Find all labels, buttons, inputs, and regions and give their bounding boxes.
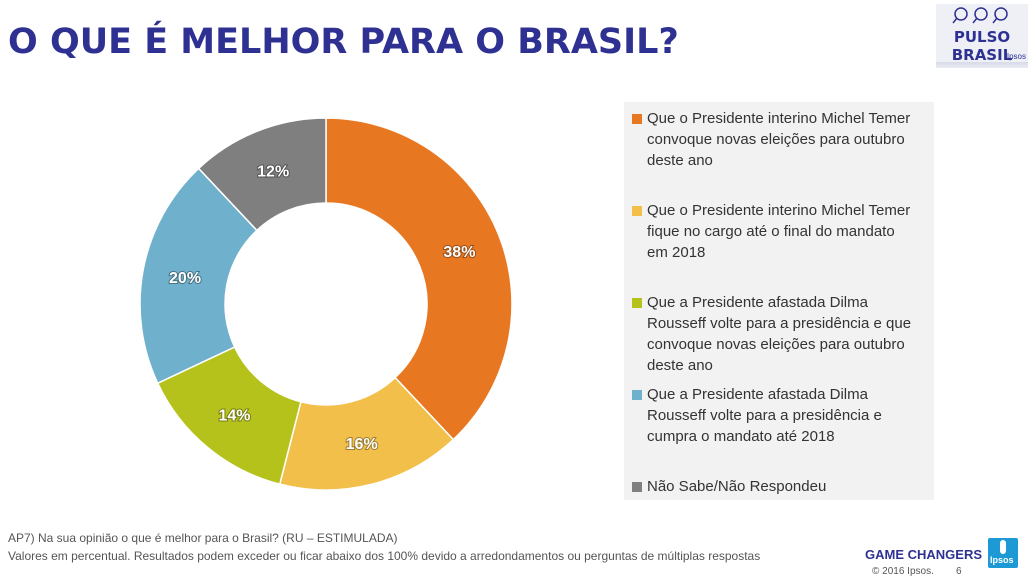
legend-item: Que a Presidente afastada Dilma Rousseff … (632, 384, 928, 447)
legend-label-line: cumpra o mandato até 2018 (647, 428, 835, 445)
ipsos-logo: Ipsos (988, 538, 1018, 568)
slice-label: 12% (257, 164, 289, 181)
legend-label-line: convoque novas eleições para outubro (647, 131, 905, 148)
legend-label-line: Que o Presidente interino Michel Temer (647, 202, 911, 219)
question-footnote: AP7) Na sua opinião o que é melhor para … (8, 531, 398, 545)
legend-item: Que o Presidente interino Michel Temer co… (632, 108, 928, 171)
legend-label-line: fique no cargo até o final do mandato (647, 223, 895, 240)
slice-label: 20% (169, 270, 201, 287)
legend-label-line: Rousseff volte para a presidência e que (647, 315, 912, 332)
logo-sub: Ipsos (1006, 52, 1026, 61)
legend-item: Que a Presidente afastada Dilma Rousseff … (632, 292, 928, 376)
page-number: 6 (956, 566, 962, 577)
legend-label-line: Que a Presidente afastada Dilma (647, 386, 868, 403)
legend-label-line: deste ano (647, 152, 713, 169)
legend-label-line: convoque novas eleições para outubro (647, 336, 905, 353)
legend-label-line: Não Sabe/Não Respondeu (647, 478, 827, 495)
legend-swatch (632, 206, 642, 216)
logo-reflection (936, 62, 1028, 68)
legend-label-line: Rousseff volte para a presidência e (647, 407, 882, 424)
page-title: O QUE É MELHOR PARA O BRASIL? (8, 22, 679, 62)
game-changers-brand: GAME CHANGERS (865, 547, 983, 562)
chart-legend: Que o Presidente interino Michel Temer co… (624, 102, 934, 500)
legend-swatch (632, 114, 642, 124)
legend-label-line: Que o Presidente interino Michel Temer (647, 110, 911, 127)
legend-item: Que o Presidente interino Michel Temer fi… (632, 200, 928, 263)
logo-name: PULSO BRASIL (951, 28, 1013, 64)
legend-label-line: em 2018 (647, 244, 706, 261)
legend-label-line: deste ano (647, 357, 713, 374)
donut-slice (139, 167, 258, 385)
legend-swatch (632, 482, 642, 492)
donut-slice (325, 117, 513, 441)
donut-chart: 38% 16% 14% 20% 12% (139, 117, 513, 491)
legend-label-line: Que a Presidente afastada Dilma (647, 294, 868, 311)
pulso-brasil-logo: PULSO BRASIL Ipsos (936, 4, 1028, 68)
legend-swatch (632, 390, 642, 400)
slice-label: 16% (346, 436, 378, 453)
slice-label: 14% (219, 408, 251, 425)
legend-swatch (632, 298, 642, 308)
slice-label: 38% (443, 244, 475, 261)
values-footnote: Valores em percentual. Resultados podem … (8, 549, 761, 563)
legend-item: Não Sabe/Não Respondeu (632, 476, 928, 497)
magnifier-icons (952, 7, 1008, 24)
copyright: © 2016 Ipsos. (872, 566, 934, 577)
donut-slice (197, 117, 327, 232)
ipsos-logo-text: Ipsos (990, 555, 1014, 565)
